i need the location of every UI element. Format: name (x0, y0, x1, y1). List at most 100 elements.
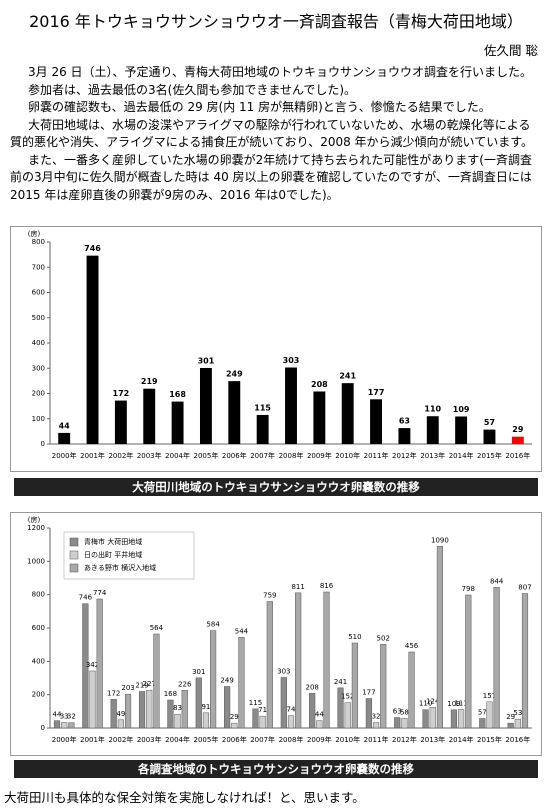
x-tick-label: 2016年 (505, 451, 530, 460)
data-label: 208 (305, 683, 318, 691)
data-label: 342 (86, 661, 99, 669)
legend-frame (63, 531, 195, 580)
data-label: 544 (235, 627, 249, 635)
data-label: 219 (141, 377, 158, 386)
bar (372, 722, 380, 729)
bar (436, 546, 444, 729)
data-label: 109 (453, 405, 470, 414)
x-tick-label: 2003年 (137, 735, 162, 744)
bar (199, 367, 212, 444)
bar (86, 255, 99, 444)
paragraph: 卵嚢の確認数も、過去最低の 29 房(内 11 房が無精卵)と言う、惨憺たる結果… (28, 100, 491, 114)
x-tick-label: 2015年 (477, 735, 502, 744)
bar (323, 591, 330, 729)
bar (295, 592, 302, 729)
x-tick-label: 2012年 (392, 735, 417, 744)
bar (511, 436, 524, 444)
data-label: 58 (400, 708, 409, 716)
y-tick-label: 100 (32, 415, 45, 423)
data-label: 759 (263, 592, 276, 600)
body-text: 3月 26 日（土）、予定通り、青梅大荷田地域のトウキョウサンショウウオ調査を行… (10, 64, 542, 204)
data-label: 33 (60, 713, 69, 721)
paragraph: また、一番多く産卵していた水場の卵嚢が2年続けて持ち去られた可能性があります(一… (10, 152, 532, 202)
data-label: 807 (518, 584, 531, 592)
legend-swatch (69, 563, 79, 573)
x-tick-label: 2015年 (477, 451, 502, 460)
bar (401, 718, 408, 729)
data-label: 29 (230, 713, 239, 721)
bar (486, 701, 493, 729)
data-label: 303 (283, 356, 300, 365)
x-tick-label: 2006年 (222, 451, 247, 460)
bar (483, 429, 496, 444)
data-label: 157 (483, 692, 496, 700)
y-tick-label: 200 (32, 691, 45, 699)
data-label: 63 (399, 417, 410, 426)
x-tick-label: 2005年 (194, 735, 219, 744)
bar (380, 644, 387, 729)
data-label: 63 (393, 708, 402, 716)
x-tick-label: 2001年 (80, 451, 105, 460)
data-label: 124 (426, 697, 440, 705)
data-label: 502 (377, 634, 390, 642)
data-label: 241 (339, 372, 356, 381)
data-label: 91 (201, 703, 210, 711)
legend-label: 青梅市 大荷田地域 (84, 537, 142, 546)
bar (426, 416, 439, 444)
data-label: 456 (405, 642, 419, 650)
bar (266, 601, 273, 729)
data-label: 177 (368, 388, 385, 397)
data-label: 746 (84, 244, 101, 253)
data-label: 71 (258, 706, 267, 714)
bar (337, 687, 344, 729)
x-tick-label: 2010年 (335, 451, 360, 460)
bar (287, 715, 295, 729)
data-label: 115 (249, 699, 262, 707)
bar (228, 381, 241, 444)
data-label: 844 (490, 577, 504, 585)
paragraph: 3月 26 日（土）、予定通り、青梅大荷田地域のトウキョウサンショウウオ調査を行… (28, 65, 533, 79)
data-label: 111 (454, 700, 467, 708)
data-label: 32 (372, 713, 381, 721)
y-tick-label: 200 (32, 390, 45, 398)
bar (153, 633, 160, 729)
bar (171, 401, 184, 444)
bar (146, 689, 153, 729)
bar (256, 414, 269, 444)
y-tick-label: 1200 (27, 524, 45, 532)
bar (316, 720, 323, 729)
x-tick-label: 2013年 (420, 451, 445, 460)
bar (398, 428, 411, 444)
bar (429, 707, 436, 729)
bar (479, 718, 486, 729)
data-label: 584 (206, 621, 220, 629)
data-label: 49 (116, 710, 125, 718)
x-tick-label: 2002年 (108, 735, 133, 744)
legend-swatch (69, 537, 79, 547)
y-tick-label: 800 (32, 591, 45, 599)
bar (465, 594, 472, 729)
bar (238, 637, 245, 729)
y-tick-label: 600 (32, 289, 45, 297)
data-label: 29 (512, 425, 524, 434)
data-label: 510 (348, 633, 361, 641)
chart-caption: 大荷田川地域のトウキョウサンショウウオ卵嚢数の推移 (14, 478, 538, 496)
bar (82, 603, 89, 729)
data-label: 1090 (431, 536, 449, 544)
data-label: 774 (93, 589, 107, 597)
legend-label: 日の出町 平井地域 (84, 550, 142, 559)
y-tick-label: 600 (32, 624, 45, 632)
chart-frame (10, 226, 542, 472)
chart: (房) 0 200 400 600 800 1000 1200 2000年 2001年 2002年 2… (10, 512, 542, 756)
legend-label: あきる野市 横沢入地域 (84, 563, 156, 572)
data-label: 109 (447, 700, 460, 708)
y-axis-label: (房) (28, 229, 41, 238)
bar (507, 722, 514, 729)
data-label: 115 (254, 403, 271, 412)
data-label: 564 (150, 624, 164, 632)
x-tick-label: 2016年 (505, 735, 530, 744)
bar (58, 432, 71, 444)
data-label: 110 (419, 700, 432, 708)
paragraph: 大荷田地域は、水場の浚渫やアライグマの駆除が行われていないため、水場の乾燥化等に… (10, 117, 533, 150)
bar (370, 399, 383, 444)
